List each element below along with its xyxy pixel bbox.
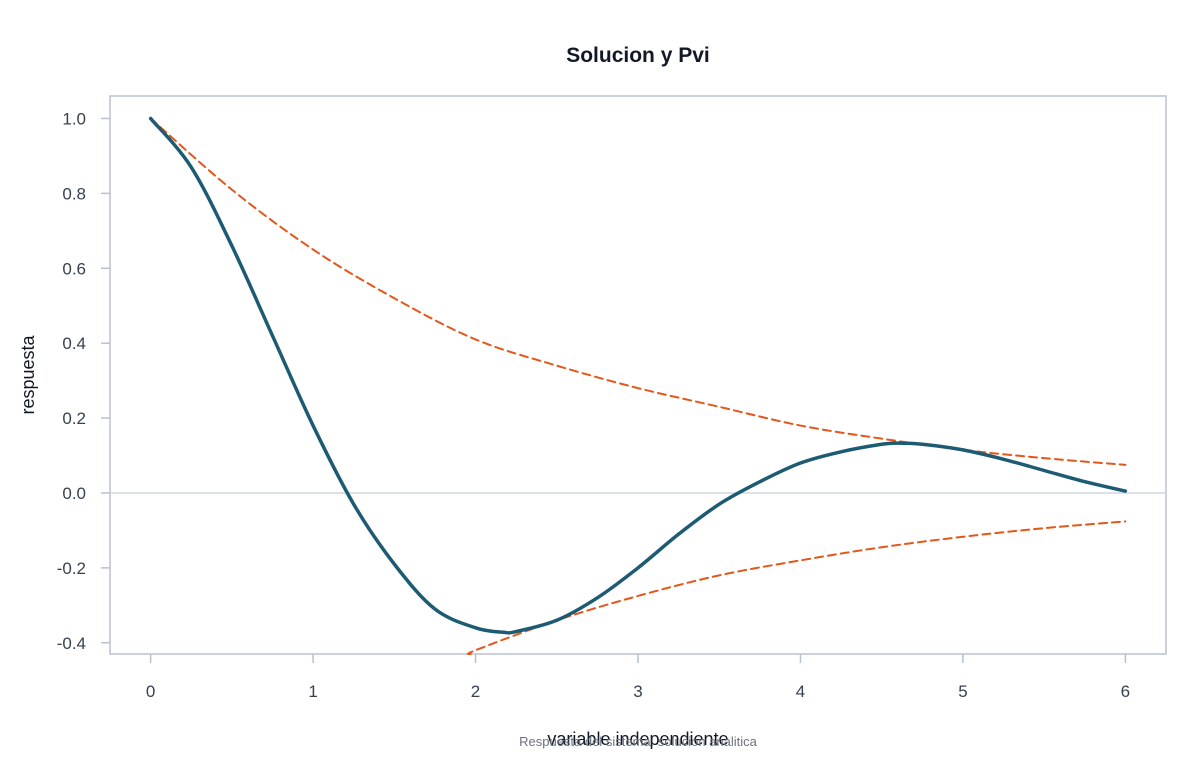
x-tick-label: 0 xyxy=(146,682,155,701)
x-tick-label: 6 xyxy=(1121,682,1130,701)
footnote: Respuesta del sistema: solucion analitic… xyxy=(519,734,758,749)
envelope-line-1 xyxy=(149,117,1127,466)
y-axis: 1.0 0.8 0.6 0.4 0.2 0.0 -0.2 -0.4 xyxy=(57,109,110,653)
x-axis: 0 1 2 3 4 5 6 xyxy=(146,654,1130,701)
x-tick-label: 4 xyxy=(796,682,805,701)
y-tick-label: 0.4 xyxy=(62,334,86,353)
y-tick-label: 1.0 xyxy=(62,109,86,128)
plot-area-frame xyxy=(109,95,1167,655)
y-tick-label: 0.6 xyxy=(62,259,86,278)
series-layer xyxy=(148,116,1128,656)
x-tick-label: 2 xyxy=(471,682,480,701)
x-tick-label: 5 xyxy=(958,682,967,701)
y-tick-label: 0.8 xyxy=(62,184,86,203)
x-axis-label: variable independiente xyxy=(547,729,728,749)
y-axis-label: respuesta xyxy=(18,334,38,414)
x-tick-label: 3 xyxy=(633,682,642,701)
y-tick-label: 0.0 xyxy=(62,484,86,503)
solution-line xyxy=(148,116,1128,635)
y-tick-label: -0.4 xyxy=(57,634,86,653)
chart-title: Solucion y Pvi xyxy=(566,44,710,67)
y-tick-label: 0.2 xyxy=(62,409,86,428)
y-tick-label: -0.2 xyxy=(57,559,86,578)
envelope-line-2 xyxy=(466,520,1127,656)
x-tick-label: 1 xyxy=(308,682,317,701)
